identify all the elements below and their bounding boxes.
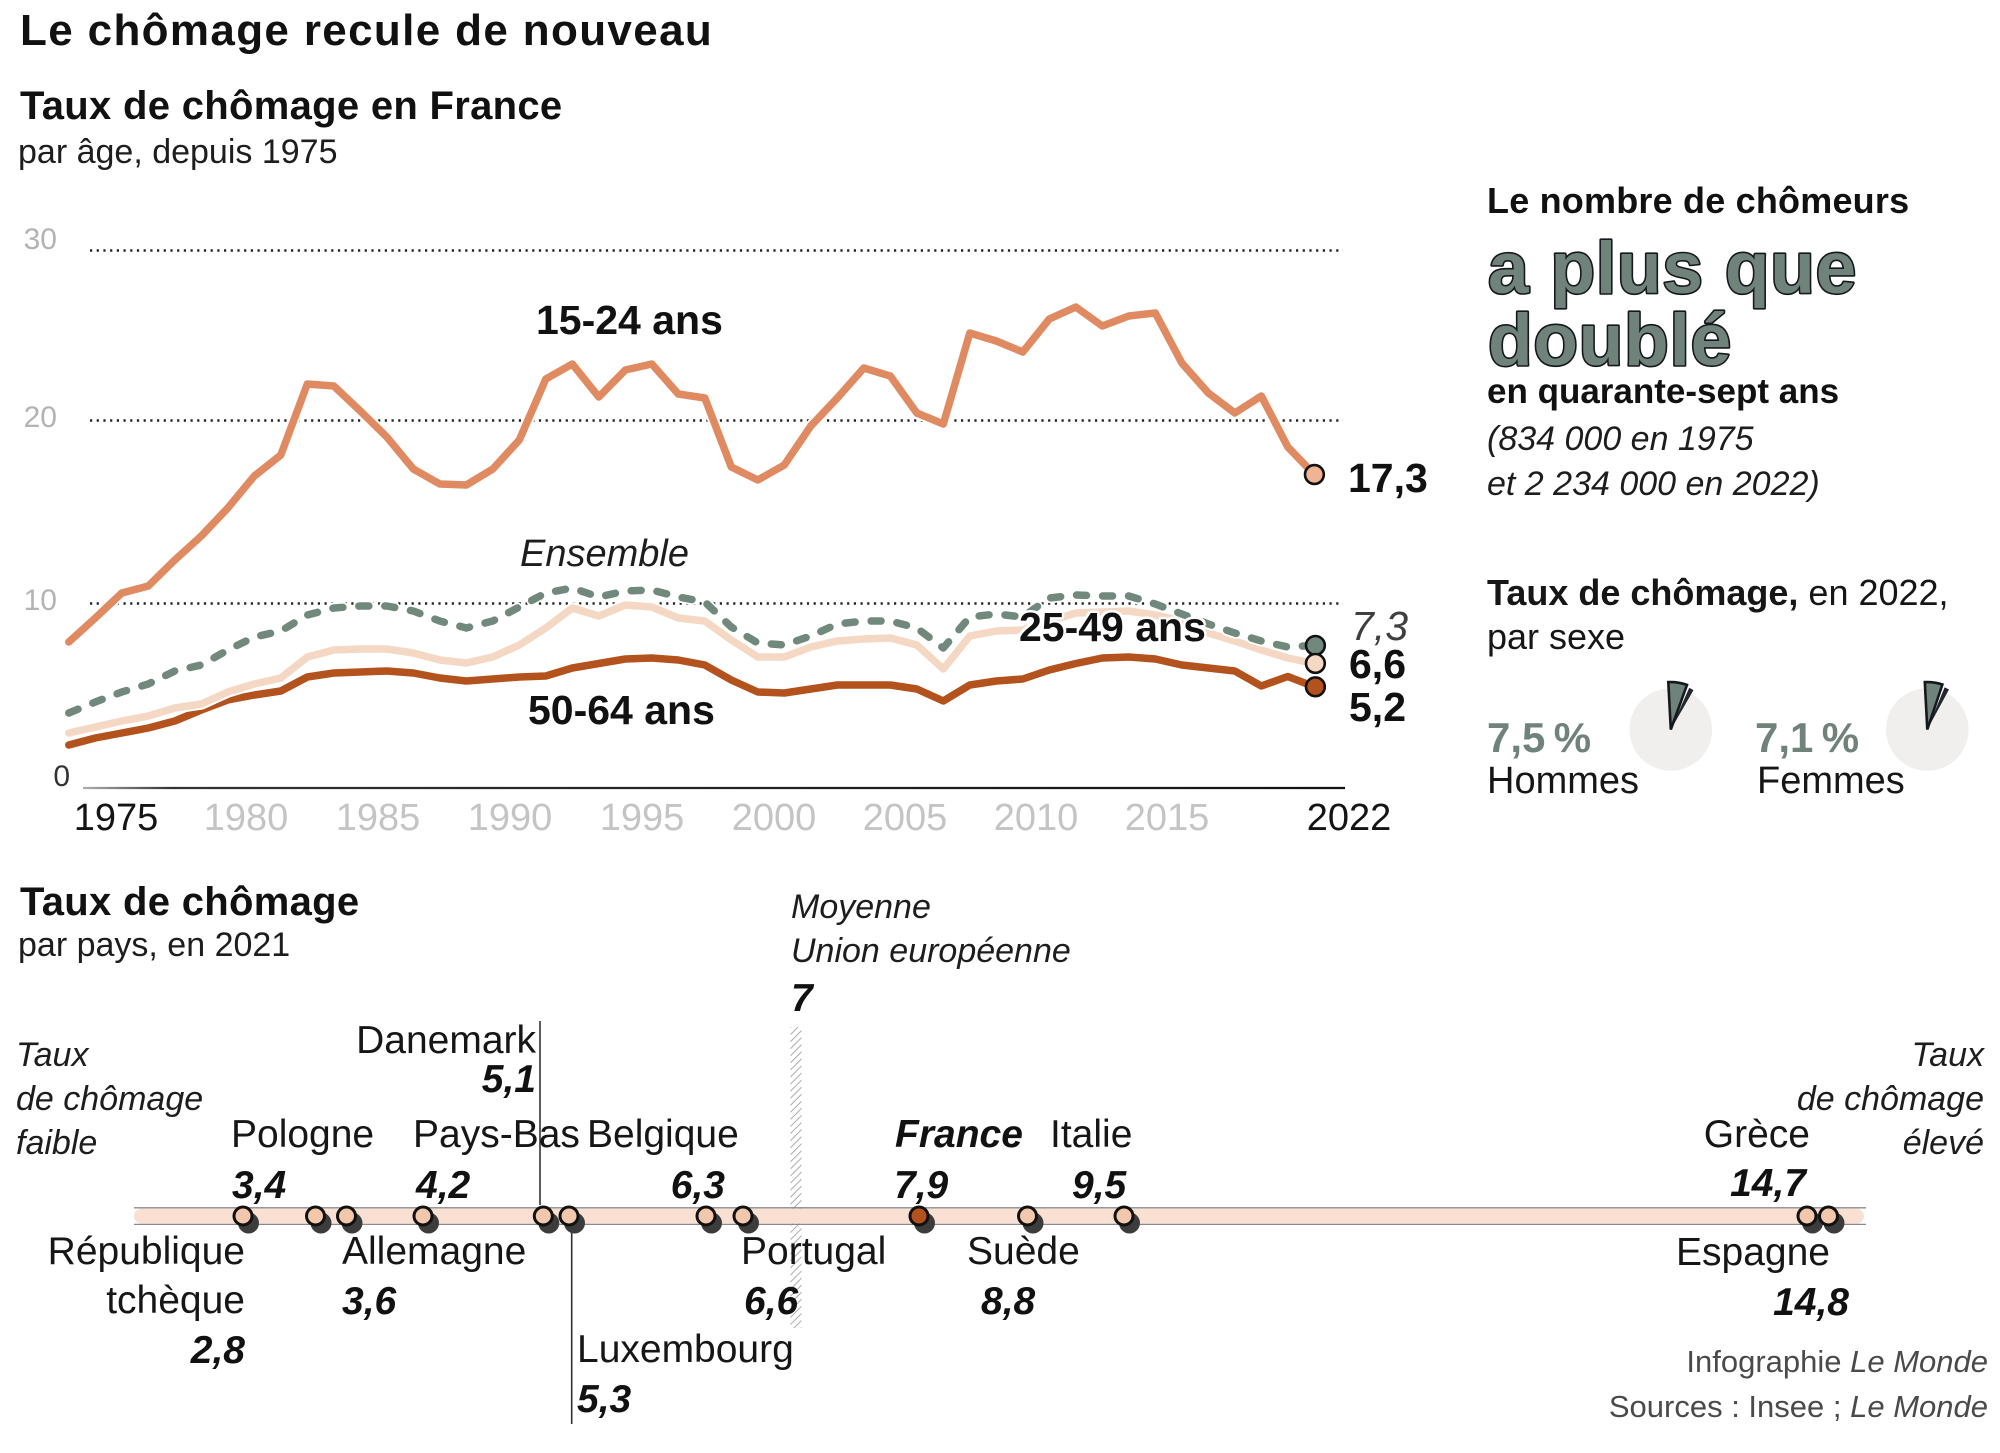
svg-text:doublé: doublé	[1488, 300, 1732, 381]
svg-text:a plus que: a plus que	[1488, 228, 1857, 309]
